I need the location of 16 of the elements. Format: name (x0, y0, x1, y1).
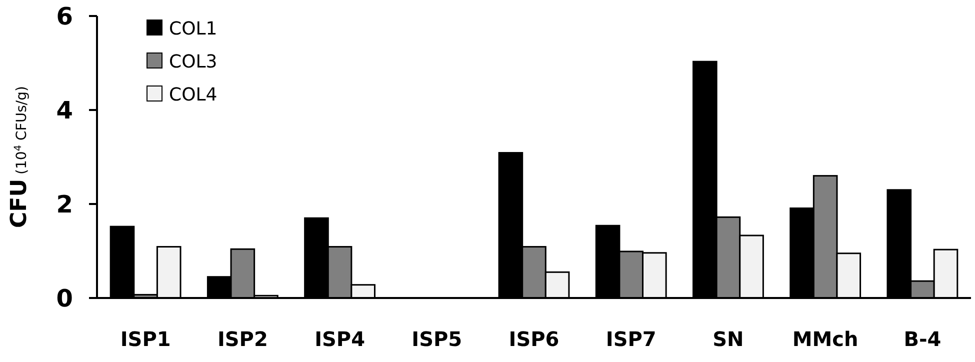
y-tick-label: 4 (56, 96, 73, 124)
x-tick-label: ISP7 (606, 327, 656, 351)
legend-label: COL4 (169, 84, 218, 106)
x-tick-label: ISP1 (120, 327, 171, 351)
legend-label: COL3 (169, 51, 218, 72)
x-tick-label: SN (712, 327, 744, 351)
x-tick-label: B-4 (904, 327, 942, 351)
x-tick-label: ISP2 (217, 327, 268, 351)
x-tick-label: MMch (792, 327, 858, 351)
y-tick-label: 2 (56, 190, 73, 218)
y-tick-label: 0 (56, 284, 73, 312)
legend-label: COL1 (169, 18, 218, 40)
y-tick-label: 6 (56, 2, 73, 30)
x-tick-label: ISP5 (412, 327, 462, 351)
x-tick-label: ISP6 (508, 327, 560, 351)
x-tick-label: ISP4 (314, 327, 365, 351)
